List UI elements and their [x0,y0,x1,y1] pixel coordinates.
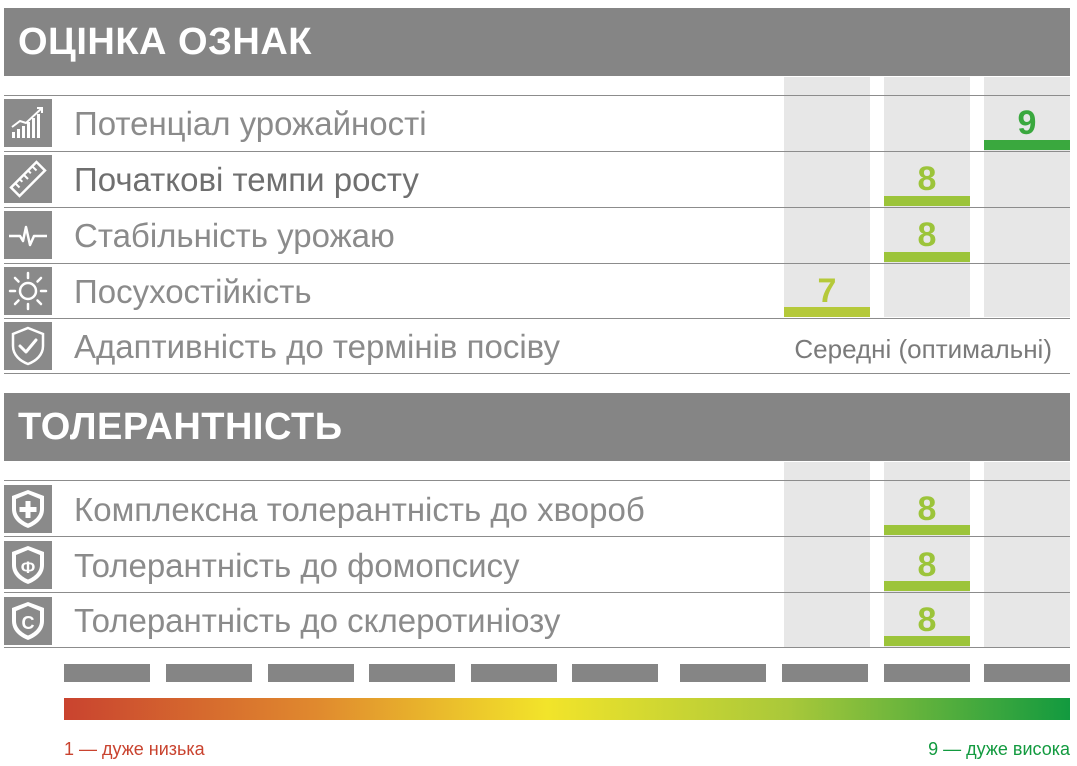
rating-gradient-bar [64,698,1070,720]
row-divider [4,536,1070,537]
trait-label-drought: Посухостійкість [74,273,312,310]
score-growth: 8 [917,160,937,198]
score-phomopsis: 8 [917,546,937,584]
section-header-tolerance: ТОЛЕРАНТНІСТЬ [4,393,1070,461]
scale-block-6 [572,664,658,682]
trait-label-growth: Початкові темпи росту [74,161,419,198]
score-bar-disease [884,525,970,535]
pulse-icon [4,211,52,259]
score-column-7 [784,462,870,647]
shield-check-icon [4,322,52,370]
scale-low-label: 1 — дуже низька [64,739,205,759]
score-yield: 9 [1017,104,1037,142]
shield-f-icon: Ф [4,541,52,589]
scale-block-10 [984,664,1070,682]
score-bar-drought [784,307,870,317]
score-bar-sclerotinia [884,636,970,646]
scale-high-label: 9 — дуже висока [928,739,1070,759]
svg-text:Ф: Ф [21,558,36,577]
section-header-traits: ОЦІНКА ОЗНАК [4,8,1070,76]
trait-label-yield: Потенціал урожайності [74,105,427,142]
growth-chart-icon [4,99,52,147]
row-divider [4,480,1070,481]
sun-icon [4,267,52,315]
score-bar-phomopsis [884,581,970,591]
score-column-7 [784,77,870,317]
trait-label-stability: Стабільність урожаю [74,217,395,254]
scale-block-5 [471,664,557,682]
scale-block-8 [782,664,868,682]
row-divider [4,207,1070,208]
score-drought: 7 [817,272,837,310]
svg-text:С: С [22,613,35,633]
score-disease: 8 [917,490,937,528]
score-column-9 [984,77,1070,317]
tolerance-label-disease: Комплексна толерантність до хвороб [74,491,645,528]
section-title-tolerance: ТОЛЕРАНТНІСТЬ [18,406,343,448]
row-divider [4,592,1070,593]
section-title-traits: ОЦІНКА ОЗНАК [18,21,312,63]
row-divider [4,263,1070,264]
row-divider [4,95,1070,96]
score-bar-stability [884,252,970,262]
scale-block-1 [64,664,150,682]
tolerance-label-phomopsis: Толерантність до фомопсису [74,547,520,584]
row-divider [4,373,1070,374]
trait-label-adaptivity: Адаптивність до термінів посіву [74,328,560,365]
score-column-9 [984,462,1070,647]
scale-block-4 [369,664,455,682]
row-divider [4,151,1070,152]
adaptivity-value: Середні (оптимальні) [794,334,1052,364]
score-stability: 8 [917,216,937,254]
shield-s-icon: С [4,597,52,645]
tolerance-label-sclerotinia: Толерантність до склеротиніозу [74,602,561,639]
row-divider [4,647,1070,648]
scale-block-2 [166,664,252,682]
score-column-8 [884,462,970,647]
scale-block-3 [268,664,354,682]
score-bar-growth [884,196,970,206]
ruler-icon [4,155,52,203]
scale-block-9 [884,664,970,682]
score-bar-yield [984,140,1070,150]
scale-block-7 [680,664,766,682]
shield-plus-icon [4,485,52,533]
score-sclerotinia: 8 [917,601,937,639]
row-divider [4,318,1070,319]
